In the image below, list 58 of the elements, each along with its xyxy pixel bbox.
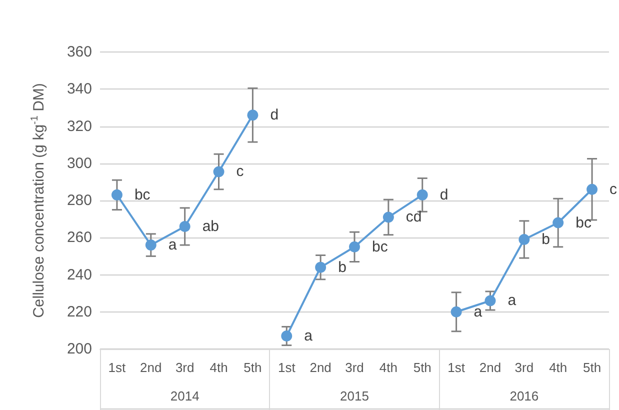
data-label: bc [134,186,151,204]
data-label: d [270,106,279,124]
point [281,330,292,342]
y-axis-title: Cellulose concentration (g kg-1 DM) [30,83,48,318]
x-tick-label: 2nd [479,360,502,375]
y-tick-label: 300 [66,154,92,172]
point [179,220,190,232]
x-tick-label: 3rd [175,360,194,375]
data-label: bc [372,238,388,256]
data-label: ab [202,218,220,235]
x-tick-label: 5th [413,360,432,375]
data-label: b [542,230,550,248]
y-tick-label: 280 [66,192,92,209]
y-tick-label: 200 [66,340,92,358]
text: 2015 [340,388,369,404]
y-tick-label: 240 [66,266,92,284]
data-label: a [304,328,314,345]
x-tick-label: 3rd [514,360,534,375]
text: 2016 [510,388,539,404]
point [349,241,360,252]
point [450,306,462,318]
y-tick-label: 320 [66,118,92,135]
data-label: a [168,236,178,254]
data-label: cd [406,208,422,226]
point [111,189,122,200]
y-tick-label: 260 [66,229,92,246]
point [247,110,258,121]
point [416,189,428,200]
x-tick-label: 2nd [310,360,332,375]
data-label: bc [576,214,592,232]
y-tick-label: 340 [66,80,92,98]
x-tick-label: 2nd [140,360,162,375]
point [145,240,156,251]
x-tick-label: 3rd [345,360,364,375]
x-tick-label: 1st [448,360,466,375]
point [586,184,598,195]
point [213,166,224,178]
x-tick-label: 1st [108,360,126,375]
x-tick-label: 5th [244,360,262,375]
x-tick-label: 5th [582,360,602,375]
y-tick-label: 220 [66,303,92,320]
point [315,262,326,273]
data-label: b [338,258,346,276]
x-tick-label: 4th [549,360,568,375]
x-tick-label: 4th [379,360,398,375]
y-tick-label: 360 [66,44,92,60]
data-label: a [508,292,517,310]
data-label: c [236,163,244,180]
data-label: d [440,186,448,204]
point [518,234,530,245]
point [552,217,564,228]
x-tick-label: 4th [210,360,228,375]
point [484,295,496,306]
x-tick-label: 1st [278,360,296,375]
data-label: c [610,180,618,198]
text: 2014 [170,388,200,404]
point [382,212,394,223]
data-label: a [474,303,483,320]
